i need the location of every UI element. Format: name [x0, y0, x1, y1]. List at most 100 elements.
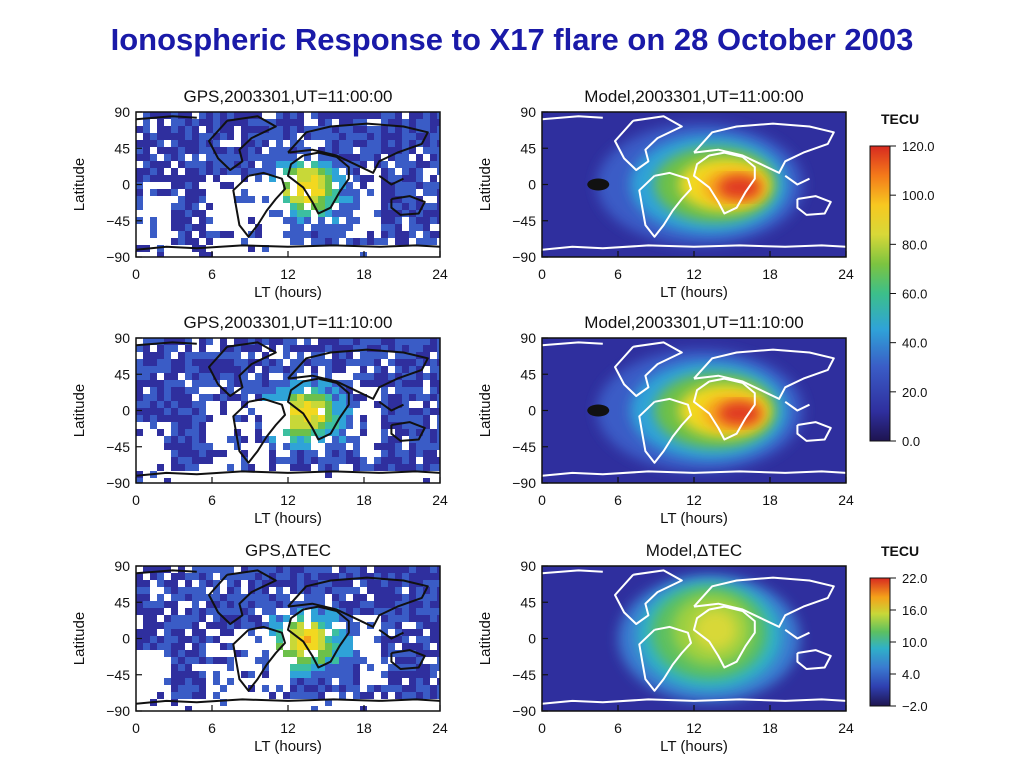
y-tick-label: 45 [114, 594, 130, 610]
y-tick-label: −45 [512, 439, 536, 455]
coastline [693, 605, 756, 669]
colorbar-tick-label: −2.0 [902, 699, 928, 714]
coastline [614, 341, 683, 397]
y-tick-label: 45 [520, 140, 536, 156]
coastline [638, 171, 692, 238]
coastline [693, 151, 756, 215]
x-axis-label: LT (hours) [660, 510, 728, 527]
coastline [136, 569, 197, 575]
coastline [136, 341, 197, 347]
y-axis-label: Latitude [71, 384, 88, 437]
x-tick-label: 0 [538, 492, 546, 508]
y-tick-label: 0 [528, 631, 536, 647]
x-tick-label: 6 [614, 492, 622, 508]
x-axis-label: LT (hours) [660, 738, 728, 755]
colorbar-tick-label: 4.0 [902, 667, 920, 682]
coastline [208, 341, 277, 397]
colorbar-tick-label: 22.0 [902, 571, 927, 586]
panel-title: GPS,2003301,UT=11:00:00 [183, 87, 392, 106]
y-tick-label: −90 [106, 249, 130, 265]
panel-title: Model,2003301,UT=11:10:00 [584, 313, 803, 332]
y-tick-label: 90 [114, 330, 130, 346]
x-tick-label: 18 [356, 720, 372, 736]
y-tick-label: 45 [114, 366, 130, 382]
colorbar-tick-label: 16.0 [902, 603, 927, 618]
y-tick-label: 0 [122, 631, 130, 647]
coastline [287, 122, 429, 174]
coastline [136, 244, 440, 251]
coastline [542, 341, 603, 347]
panel-title: GPS,2003301,UT=11:10:00 [183, 313, 392, 332]
x-tick-label: 12 [686, 266, 702, 282]
coastline [693, 122, 835, 174]
heatmap-field [542, 566, 846, 711]
y-tick-label: −90 [106, 703, 130, 719]
x-tick-label: 24 [432, 266, 448, 282]
coastline [136, 698, 440, 705]
y-tick-label: 45 [520, 366, 536, 382]
y-axis-label: Latitude [477, 158, 494, 211]
coastline [287, 348, 429, 400]
x-tick-label: 0 [132, 720, 140, 736]
colorbar-tick-label: 10.0 [902, 635, 927, 650]
y-tick-label: 90 [520, 330, 536, 346]
coastline [542, 698, 846, 705]
x-axis-label: LT (hours) [254, 738, 322, 755]
y-tick-label: 90 [114, 104, 130, 120]
x-axis-label: LT (hours) [254, 284, 322, 301]
coastline [136, 470, 440, 477]
colorbar-tick-label: 0.0 [902, 434, 920, 449]
x-tick-label: 6 [208, 492, 216, 508]
coastline [638, 625, 692, 692]
y-tick-label: −45 [512, 213, 536, 229]
coastline [378, 400, 404, 412]
y-axis-label: Latitude [477, 612, 494, 665]
y-tick-label: 45 [520, 594, 536, 610]
y-axis-label: Latitude [477, 384, 494, 437]
y-tick-label: −45 [512, 667, 536, 683]
y-tick-label: 0 [528, 177, 536, 193]
y-tick-label: −90 [512, 249, 536, 265]
coastline [208, 115, 277, 171]
x-tick-label: 6 [614, 720, 622, 736]
y-tick-label: −90 [512, 703, 536, 719]
x-tick-label: 6 [208, 266, 216, 282]
coastline [232, 171, 286, 238]
coastline [390, 421, 426, 442]
coastline [542, 569, 603, 575]
colorbar-tick-label: 120.0 [902, 139, 935, 154]
y-tick-label: 0 [122, 177, 130, 193]
x-tick-label: 24 [432, 720, 448, 736]
heatmap-field [136, 112, 440, 257]
panel-title: GPS,ΔTEC [245, 541, 331, 560]
x-tick-label: 12 [280, 720, 296, 736]
y-tick-label: −90 [106, 475, 130, 491]
colorbar-tick-label: 40.0 [902, 336, 927, 351]
coastline [693, 576, 835, 628]
x-tick-label: 24 [432, 492, 448, 508]
coastline [796, 421, 832, 442]
y-tick-label: −45 [106, 213, 130, 229]
page-title: Ionospheric Response to X17 flare on 28 … [110, 22, 914, 57]
y-axis-label: Latitude [71, 612, 88, 665]
x-tick-label: 0 [538, 266, 546, 282]
coastline [287, 576, 429, 628]
x-tick-label: 6 [614, 266, 622, 282]
x-tick-label: 12 [686, 720, 702, 736]
coastline [378, 628, 404, 640]
x-tick-label: 18 [762, 266, 778, 282]
panel-title: Model,2003301,UT=11:00:00 [584, 87, 803, 106]
colorbar-gradient [869, 577, 891, 707]
y-tick-label: 0 [122, 403, 130, 419]
x-tick-label: 18 [762, 492, 778, 508]
coastline [542, 244, 846, 251]
coastline [796, 195, 832, 216]
x-axis-label: LT (hours) [254, 510, 322, 527]
colorbar-cb2: TECU 22.0 16.0 10.0 4.0 −2.0 [869, 543, 928, 714]
